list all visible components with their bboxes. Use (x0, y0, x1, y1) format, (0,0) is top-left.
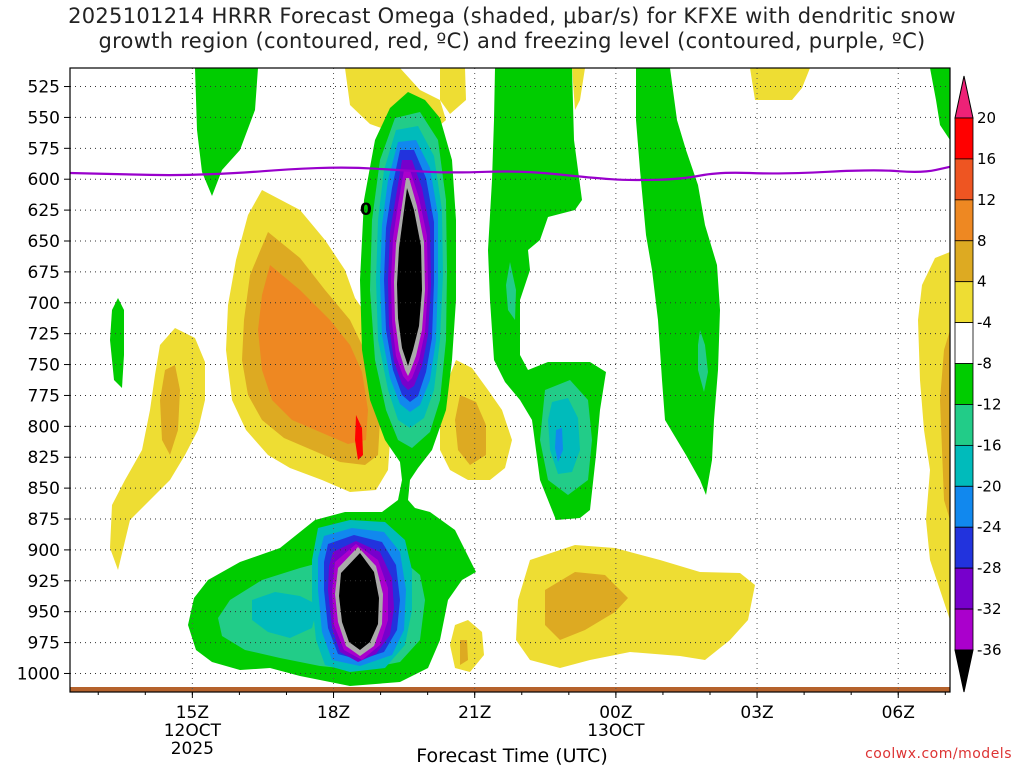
colorbar-segment (954, 526, 974, 569)
colorbar-segment (954, 117, 974, 160)
colorbar-segment (954, 404, 974, 446)
omega-region-pos4-top-c (572, 68, 585, 110)
omega-region-pos12-main (258, 265, 368, 444)
x-tick-label-line1: 15Z (176, 703, 209, 723)
omega-region-pos4-left (110, 328, 205, 570)
omega-region-pos8-left (160, 365, 180, 455)
colorbar-segment (954, 363, 974, 405)
y-tick-label: 625 (28, 201, 60, 221)
omega-region-pos8-mid (455, 395, 486, 465)
omega-region-pos4-top-b (440, 68, 466, 114)
colorbar-label: -24 (977, 518, 1002, 536)
colorbar-label: -8 (977, 355, 992, 373)
y-tick-label: 525 (28, 78, 60, 98)
y-tick-label: 900 (28, 541, 60, 561)
y-tick-label: 700 (28, 294, 60, 314)
colorbar-label: -4 (977, 314, 992, 332)
omega-region-neg4-leftblob (110, 298, 124, 388)
ground-strip (70, 687, 950, 692)
omega-region-pos8-lower-small (460, 640, 468, 665)
omega-region-pos4-right (918, 252, 950, 620)
colorbar-segment (954, 608, 974, 651)
omega-region-neg4-topleft (195, 68, 258, 196)
chart-title-line1: 2025101214 HRRR Forecast Omega (shaded, … (68, 4, 956, 28)
y-tick-label: 675 (28, 263, 60, 283)
omega-region-neg36-tower (397, 188, 422, 366)
y-tick-label: 550 (28, 108, 60, 128)
omega-region-neg8-col2 (506, 262, 516, 320)
colorbar-label: -32 (977, 600, 1002, 618)
y-tick-label: 925 (28, 572, 60, 592)
colorbar-label: 4 (977, 273, 987, 291)
colorbar-segment (954, 567, 974, 610)
x-tick-label-line3: 2025 (171, 739, 214, 759)
colorbar-segment (954, 158, 974, 201)
y-tick-label: 725 (28, 325, 60, 345)
y-tick-label: 800 (28, 417, 60, 437)
x-tick-label-line1: 21Z (458, 703, 491, 723)
y-tick-label: 650 (28, 232, 60, 252)
y-tick-label: 850 (28, 479, 60, 499)
x-tick-label-line1: 03Z (740, 703, 773, 723)
chart-title-line2: growth region (contoured, red, ºC) and f… (98, 29, 926, 53)
colorbar-label: 8 (977, 232, 987, 250)
x-tick-label-line1: 18Z (317, 703, 350, 723)
credit-text: coolwx.com/models (865, 746, 1012, 762)
y-tick-label: 825 (28, 448, 60, 468)
omega-region-pos8-lower (545, 572, 628, 640)
omega-region-neg4-col3 (636, 68, 720, 495)
colorbar-label: -16 (977, 436, 1002, 454)
colorbar-segment (954, 485, 974, 528)
omega-region-pos4-top-d (750, 68, 810, 100)
colorbar-bottom-arrow (954, 649, 974, 693)
plot-border (69, 67, 951, 693)
y-tick-label: 600 (28, 170, 60, 190)
freezing-level-label: 0 (360, 200, 372, 220)
colorbar-segment (954, 281, 974, 324)
y-tick-label: 575 (28, 139, 60, 159)
omega-shading (70, 68, 950, 692)
omega-region-neg4-col4 (930, 68, 950, 140)
colorbar-label: -36 (977, 641, 1002, 659)
colorbar-segment (954, 444, 974, 487)
x-tick-label-line2: 13OCT (587, 721, 645, 741)
colorbar-label: 16 (977, 150, 996, 168)
x-tick-label-line1: 06Z (882, 703, 915, 723)
colorbar-segment (954, 240, 974, 283)
y-tick-label: 750 (28, 356, 60, 376)
omega-region-pos8-right (940, 330, 950, 520)
x-tick-label-line2: 12OCT (164, 721, 222, 741)
colorbar-label: 20 (977, 109, 996, 127)
omega-region-neg12-lower (252, 592, 318, 638)
colorbar-label: -20 (977, 477, 1002, 495)
x-tick-label-line1: 00Z (599, 703, 632, 723)
x-axis-title: Forecast Time (UTC) (416, 745, 608, 767)
freezing-level-contour (69, 165, 951, 182)
omega-region-neg12-col2-low (548, 398, 580, 474)
y-tick-label: 775 (28, 386, 60, 406)
omega-region-neg16-col2-low (555, 428, 563, 462)
colorbar-label: 12 (977, 191, 996, 209)
colorbar-label: -28 (977, 559, 1002, 577)
y-axis: 525 550 575 600 625 650 675 700 725 750 775 800 825 8… (17, 78, 70, 684)
colorbar-label: -12 (977, 395, 1002, 413)
omega-region-neg8-col3 (698, 330, 708, 392)
chart-title: 2025101214 HRRR Forecast Omega (shaded, … (0, 4, 1024, 54)
y-tick-label: 1000 (17, 664, 60, 684)
colorbar-segment (954, 199, 974, 242)
y-tick-label: 950 (28, 603, 60, 623)
omega-region-neg36-lower (339, 553, 379, 650)
omega-region-pos16-main (355, 415, 363, 460)
colorbar-top-arrow (954, 75, 974, 119)
colorbar-segment (954, 322, 974, 364)
y-tick-label: 875 (28, 510, 60, 530)
y-tick-label: 975 (28, 634, 60, 654)
gridlines (70, 68, 950, 692)
colorbar: 20 16 12 8 4 -4 -8 -12 -16 -20 -24 -28 -32 -36 (954, 75, 1002, 693)
